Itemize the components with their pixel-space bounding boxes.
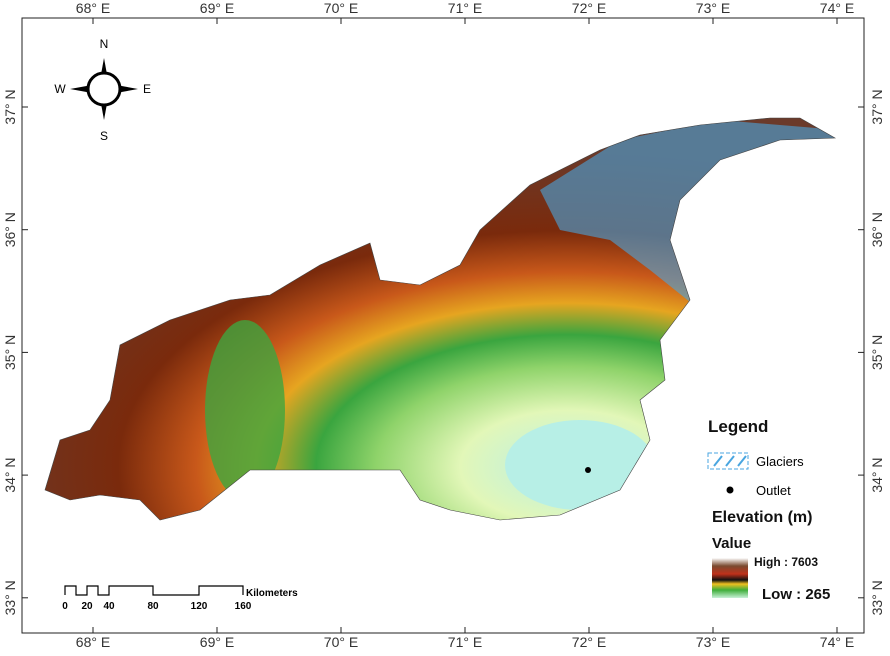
longitude-label-top: 69° E bbox=[200, 0, 234, 16]
scale-label: 40 bbox=[103, 601, 115, 612]
longitude-label-bottom: 73° E bbox=[696, 634, 730, 650]
latitude-label-right: 33° N bbox=[869, 580, 885, 615]
scale-label: 120 bbox=[191, 601, 208, 612]
compass-e: E bbox=[143, 82, 151, 96]
longitude-label-top: 70° E bbox=[324, 0, 358, 16]
scale-label: 80 bbox=[147, 601, 159, 612]
legend-value: Value bbox=[712, 535, 751, 552]
elevation-ramp bbox=[712, 558, 748, 598]
longitude-label-top: 74° E bbox=[820, 0, 854, 16]
outlet-swatch bbox=[726, 486, 734, 494]
scale-bar: 0 20 40 80 120 160 Kilometers bbox=[62, 585, 298, 612]
longitude-label-top: 71° E bbox=[448, 0, 482, 16]
scale-label: 160 bbox=[235, 601, 252, 612]
longitude-label-bottom: 68° E bbox=[76, 634, 110, 650]
legend-outlet: Outlet bbox=[756, 483, 791, 498]
longitude-label-bottom: 71° E bbox=[448, 634, 482, 650]
scale-label: 0 bbox=[62, 601, 68, 612]
outlet-point bbox=[585, 467, 591, 473]
latitude-label-left: 33° N bbox=[2, 580, 18, 615]
legend-title: Legend bbox=[708, 417, 768, 436]
longitude-label-bottom: 70° E bbox=[324, 634, 358, 650]
latitude-label-right: 37° N bbox=[869, 89, 885, 124]
compass: N S E W bbox=[54, 37, 151, 143]
scale-unit: Kilometers bbox=[246, 588, 298, 599]
latitude-label-right: 34° N bbox=[869, 458, 885, 493]
longitude-label-bottom: 72° E bbox=[572, 634, 606, 650]
compass-w: W bbox=[54, 82, 66, 96]
longitude-label-top: 68° E bbox=[76, 0, 110, 16]
scale-label: 20 bbox=[81, 601, 93, 612]
legend-low: Low : 265 bbox=[762, 586, 830, 603]
longitude-label-top: 72° E bbox=[572, 0, 606, 16]
compass-n: N bbox=[100, 37, 109, 51]
latitude-label-left: 36° N bbox=[2, 212, 18, 247]
compass-s: S bbox=[100, 129, 108, 143]
latitude-label-right: 36° N bbox=[869, 212, 885, 247]
longitude-label-bottom: 69° E bbox=[200, 634, 234, 650]
latitude-label-left: 37° N bbox=[2, 89, 18, 124]
legend: Legend Glaciers Outlet Elevation (m) Val… bbox=[707, 417, 830, 603]
legend-elevation: Elevation (m) bbox=[712, 509, 812, 526]
latitude-label-right: 35° N bbox=[869, 335, 885, 370]
longitude-label-bottom: 74° E bbox=[820, 634, 854, 650]
longitude-label-top: 73° E bbox=[696, 0, 730, 16]
legend-high: High : 7603 bbox=[754, 555, 818, 569]
legend-glaciers: Glaciers bbox=[756, 454, 804, 469]
latitude-label-left: 34° N bbox=[2, 458, 18, 493]
latitude-label-left: 35° N bbox=[2, 335, 18, 370]
